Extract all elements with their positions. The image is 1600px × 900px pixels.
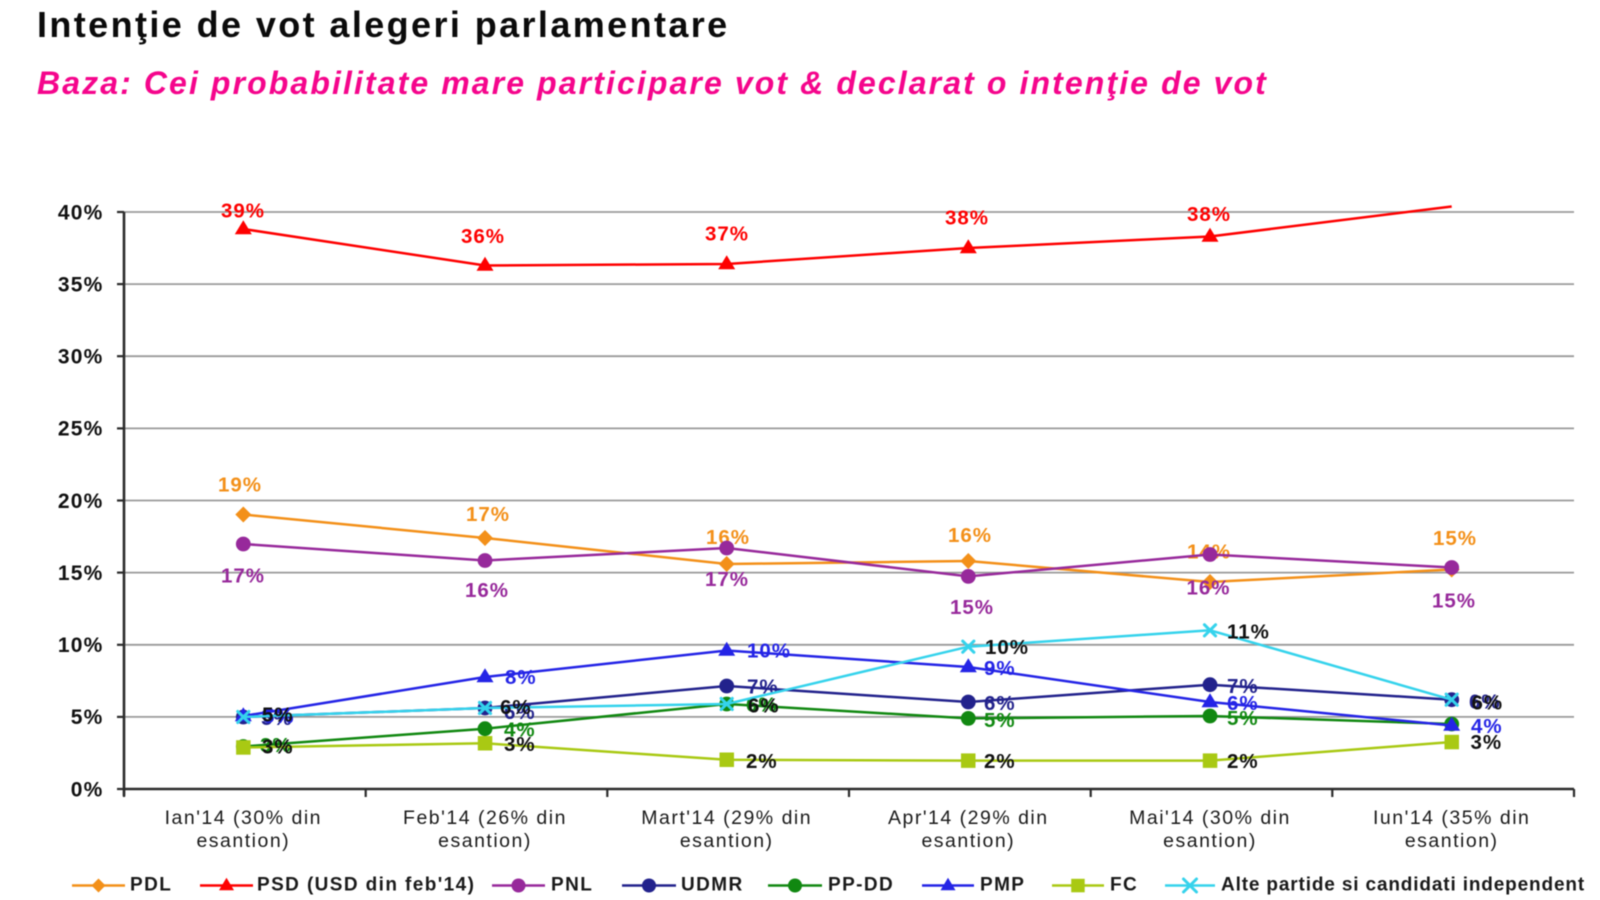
svg-text:2%: 2% [746,750,778,773]
svg-text:16%: 16% [706,526,750,549]
svg-text:38%: 38% [945,207,989,230]
svg-text:esantion): esantion) [921,830,1015,852]
svg-text:6%: 6% [500,696,532,719]
svg-text:3%: 3% [504,733,536,756]
svg-text:6%: 6% [748,695,780,718]
svg-text:Apr'14 (29% din: Apr'14 (29% din [888,807,1049,829]
svg-text:17%: 17% [705,568,749,591]
svg-text:PMP: PMP [980,874,1025,895]
svg-text:16%: 16% [465,579,509,602]
svg-text:11%: 11% [1227,621,1270,644]
svg-text:PP-DD: PP-DD [828,874,894,895]
svg-text:2%: 2% [1227,750,1259,773]
svg-text:6%: 6% [1472,692,1504,715]
svg-text:5%: 5% [262,704,294,727]
svg-text:6%: 6% [984,692,1016,715]
svg-text:4%: 4% [504,719,536,742]
svg-text:6%: 6% [1227,692,1259,715]
svg-text:40%: 40% [58,201,104,224]
svg-text:FC: FC [1110,874,1138,895]
svg-text:esantion): esantion) [1163,830,1257,852]
svg-text:Feb'14 (26% din: Feb'14 (26% din [403,807,567,829]
svg-text:esantion): esantion) [1405,830,1499,852]
svg-text:5%: 5% [71,706,104,729]
svg-text:esantion): esantion) [196,830,290,852]
svg-text:4%: 4% [1471,715,1503,738]
svg-text:Mai'14 (30% din: Mai'14 (30% din [1129,807,1291,829]
svg-text:Iun'14 (35% din: Iun'14 (35% din [1373,807,1530,829]
svg-text:10%: 10% [747,640,791,663]
svg-text:15%: 15% [58,562,104,585]
svg-text:Mart'14 (29% din: Mart'14 (29% din [641,807,812,829]
svg-text:6%: 6% [746,694,778,717]
svg-text:6%: 6% [1469,691,1501,714]
svg-text:5%: 5% [984,709,1016,732]
svg-text:17%: 17% [466,503,510,526]
svg-text:0%: 0% [71,778,104,801]
svg-text:Alte partide si candidati inde: Alte partide si candidati independent [1221,874,1585,895]
svg-text:3%: 3% [1471,731,1503,754]
svg-text:15%: 15% [1432,590,1476,613]
svg-text:16%: 16% [1186,577,1230,600]
svg-text:38%: 38% [1187,203,1231,226]
svg-text:35%: 35% [58,273,104,296]
svg-text:25%: 25% [58,418,104,441]
svg-text:5%: 5% [1227,707,1259,730]
svg-text:30%: 30% [58,346,104,369]
svg-text:15%: 15% [950,596,994,619]
svg-text:esantion): esantion) [680,830,774,852]
svg-text:8%: 8% [505,666,537,689]
svg-text:36%: 36% [461,225,505,248]
svg-text:15%: 15% [1433,527,1477,550]
svg-text:10%: 10% [985,636,1029,659]
svg-text:UDMR: UDMR [681,874,744,895]
svg-text:10%: 10% [58,634,104,657]
svg-text:3%: 3% [262,736,294,759]
svg-text:2%: 2% [984,750,1016,773]
svg-text:16%: 16% [948,524,992,547]
svg-text:PSD (USD din feb'14): PSD (USD din feb'14) [257,874,475,895]
svg-text:9%: 9% [984,657,1016,680]
svg-text:Ian'14 (30% din: Ian'14 (30% din [165,807,322,829]
svg-text:7%: 7% [1227,675,1259,698]
svg-text:esantion): esantion) [438,830,532,852]
svg-text:19%: 19% [218,474,262,497]
svg-text:39%: 39% [221,200,265,223]
svg-text:PDL: PDL [130,874,172,895]
svg-text:3%: 3% [260,734,292,757]
svg-text:37%: 37% [705,223,749,246]
svg-text:PNL: PNL [551,874,593,895]
svg-text:20%: 20% [58,490,104,513]
svg-text:17%: 17% [221,565,265,588]
